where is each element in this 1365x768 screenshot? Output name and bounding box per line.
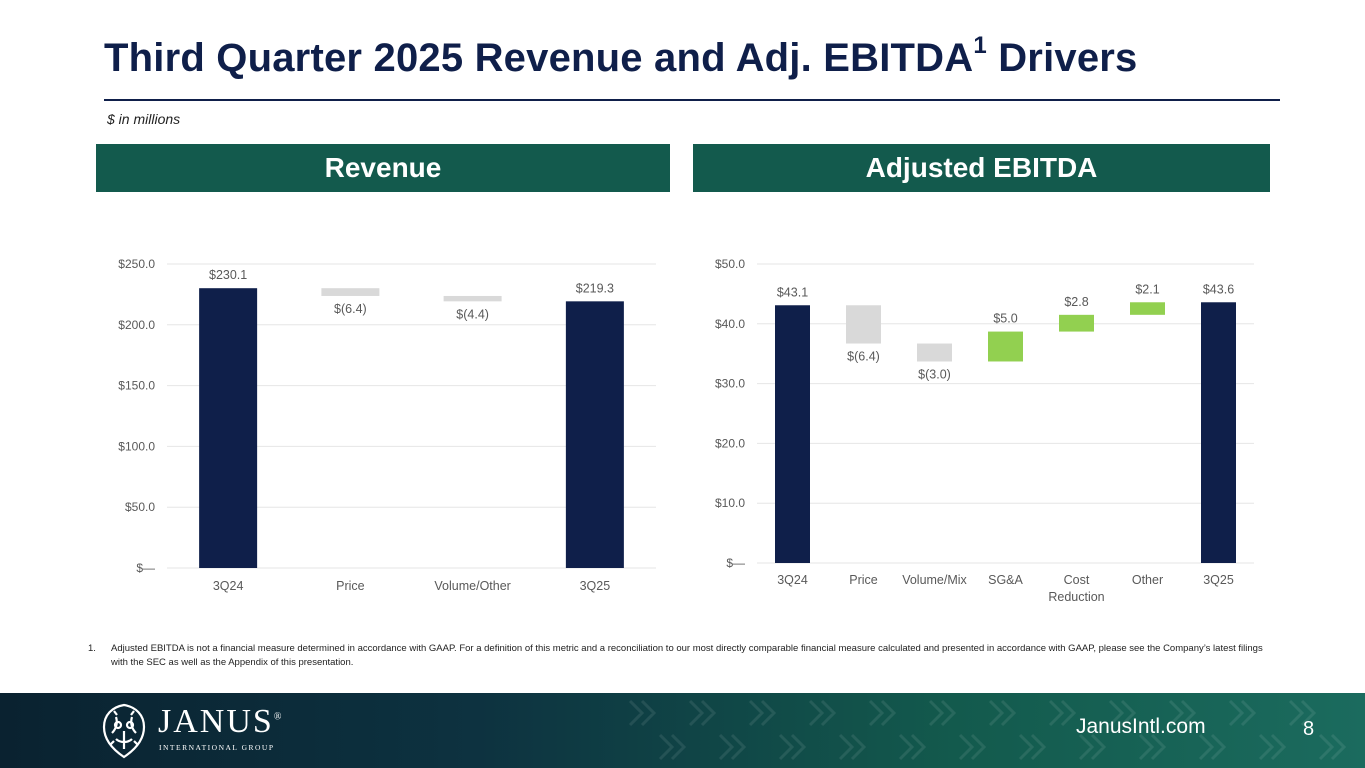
footnote-marker: 1 [973, 31, 987, 59]
data-label: $43.6 [1203, 282, 1234, 296]
x-tick-label: 3Q25 [580, 579, 611, 593]
bar [988, 331, 1023, 362]
data-label: $5.0 [993, 312, 1017, 326]
bar [443, 295, 502, 302]
x-tick-label: Volume/Mix [902, 573, 967, 587]
ebitda-waterfall-chart: $— $10.0 $20.0 $30.0 $40.0 $50.0 $43.1 3Q24 $(6.… [715, 257, 1254, 604]
chevron-pattern-icon [628, 699, 1347, 761]
bar [565, 301, 624, 568]
y-tick-label: $150.0 [118, 379, 155, 393]
y-tick-label: $250.0 [118, 257, 155, 271]
brand-subtitle: INTERNATIONAL GROUP [159, 743, 275, 752]
y-tick-label: $100.0 [118, 439, 155, 453]
page-title-tail: Drivers [986, 36, 1138, 80]
page-title: Third Quarter 2025 Revenue and Adj. EBIT… [104, 33, 1138, 81]
title-divider [104, 99, 1280, 101]
data-label: $230.1 [209, 268, 247, 282]
bar [321, 288, 380, 296]
y-tick-label: $200.0 [118, 318, 155, 332]
data-label: $43.1 [777, 285, 808, 299]
data-label: $(3.0) [918, 367, 951, 381]
y-tick-label: $— [136, 561, 155, 575]
y-tick-label: $50.0 [715, 257, 745, 271]
footnote-text: Adjusted EBITDA is not a financial measu… [111, 643, 1263, 668]
footnote: 1. Adjusted EBITDA is not a financial me… [88, 642, 1268, 670]
data-label: $(4.4) [456, 307, 489, 321]
data-label: $(6.4) [334, 302, 367, 316]
x-tick-label: Volume/Other [434, 579, 510, 593]
y-tick-label: $40.0 [715, 317, 745, 331]
revenue-waterfall-chart: $— $50.0 $100.0 $150.0 $200.0 $250.0 $230.1 3Q2… [118, 257, 656, 593]
x-tick-label-line2: Reduction [1048, 590, 1104, 604]
x-tick-label: SG&A [988, 573, 1023, 587]
bar [775, 305, 810, 563]
units-note: $ in millions [107, 111, 181, 127]
bar [846, 305, 881, 344]
x-tick-label: Price [336, 579, 365, 593]
footnote-number: 1. [88, 643, 96, 654]
x-tick-label: Other [1132, 573, 1163, 587]
page-title-text: Third Quarter 2025 Revenue and Adj. EBIT… [104, 36, 974, 80]
data-label: $219.3 [576, 281, 614, 295]
y-tick-label: $30.0 [715, 377, 745, 391]
janus-crest-icon [102, 703, 146, 759]
ebitda-panel-header: Adjusted EBITDA [693, 144, 1270, 192]
y-tick-label: $50.0 [125, 500, 155, 514]
x-tick-label: 3Q24 [213, 579, 244, 593]
data-label: $(6.4) [847, 350, 880, 364]
page-number: 8 [1303, 718, 1315, 740]
y-tick-label: $— [726, 556, 745, 570]
x-tick-label: 3Q25 [1203, 573, 1234, 587]
data-label: $2.8 [1064, 295, 1088, 309]
bar [1130, 302, 1165, 315]
bar [1059, 314, 1094, 332]
x-tick-label: Cost [1064, 573, 1090, 587]
bar [917, 343, 952, 362]
x-tick-label: 3Q24 [777, 573, 808, 587]
x-tick-label: Price [849, 573, 878, 587]
y-tick-label: $20.0 [715, 436, 745, 450]
bar [199, 288, 258, 568]
bar [1201, 302, 1236, 563]
revenue-panel-header: Revenue [96, 144, 670, 192]
website-link[interactable]: JanusIntl.com [1076, 715, 1206, 738]
data-label: $2.1 [1135, 282, 1159, 296]
brand-name: JANUS® [158, 703, 282, 740]
footer-bar: JANUS® INTERNATIONAL GROUP JanusIntl.com… [0, 693, 1365, 768]
y-tick-label: $10.0 [715, 496, 745, 510]
